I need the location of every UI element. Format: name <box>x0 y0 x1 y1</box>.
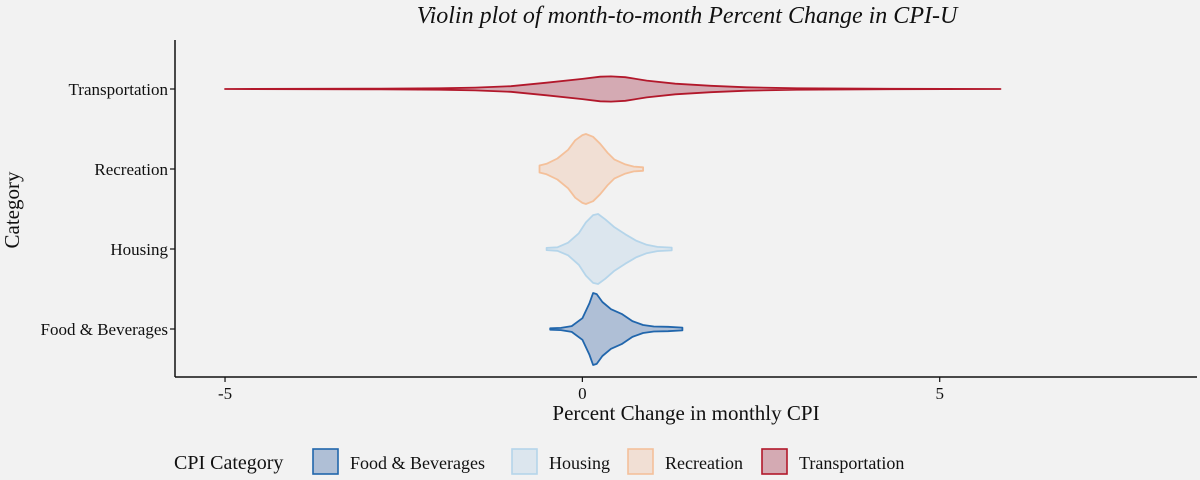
violin-transportation <box>224 75 1002 103</box>
violin-layer <box>224 75 1002 366</box>
legend: Food & Beverages Housing Recreation Transpo… <box>312 448 904 475</box>
legend-label-food-beverages: Food & Beverages <box>350 453 485 473</box>
legend-swatch-housing <box>511 448 538 475</box>
legend-label-housing: Housing <box>549 453 610 473</box>
violin-recreation <box>538 133 644 205</box>
legend-title: CPI Category <box>174 452 283 474</box>
axes-layer: -5 0 5 Food & Beverages Housing Recreation Tra… <box>41 40 1197 403</box>
legend-swatch-recreation <box>627 448 654 475</box>
y-tick-label: Transportation <box>69 80 169 99</box>
y-tick-label: Food & Beverages <box>41 320 168 339</box>
legend-swatch-food-beverages <box>312 448 339 475</box>
x-tick-label: -5 <box>218 384 232 403</box>
chart-title: Violin plot of month-to-month Percent Ch… <box>417 3 959 29</box>
violin-food-beverages <box>549 292 684 366</box>
y-tick-label: Housing <box>110 240 168 259</box>
legend-swatch-transportation <box>761 448 788 475</box>
legend-label-recreation: Recreation <box>665 453 743 473</box>
violin-housing <box>545 213 673 285</box>
y-tick-label: Recreation <box>94 160 168 179</box>
x-tick-label: 5 <box>935 384 944 403</box>
y-axis-label: Category <box>0 171 24 248</box>
legend-label-transportation: Transportation <box>799 453 904 473</box>
x-axis-label: Percent Change in monthly CPI <box>552 401 819 425</box>
x-tick-label: 0 <box>578 384 587 403</box>
